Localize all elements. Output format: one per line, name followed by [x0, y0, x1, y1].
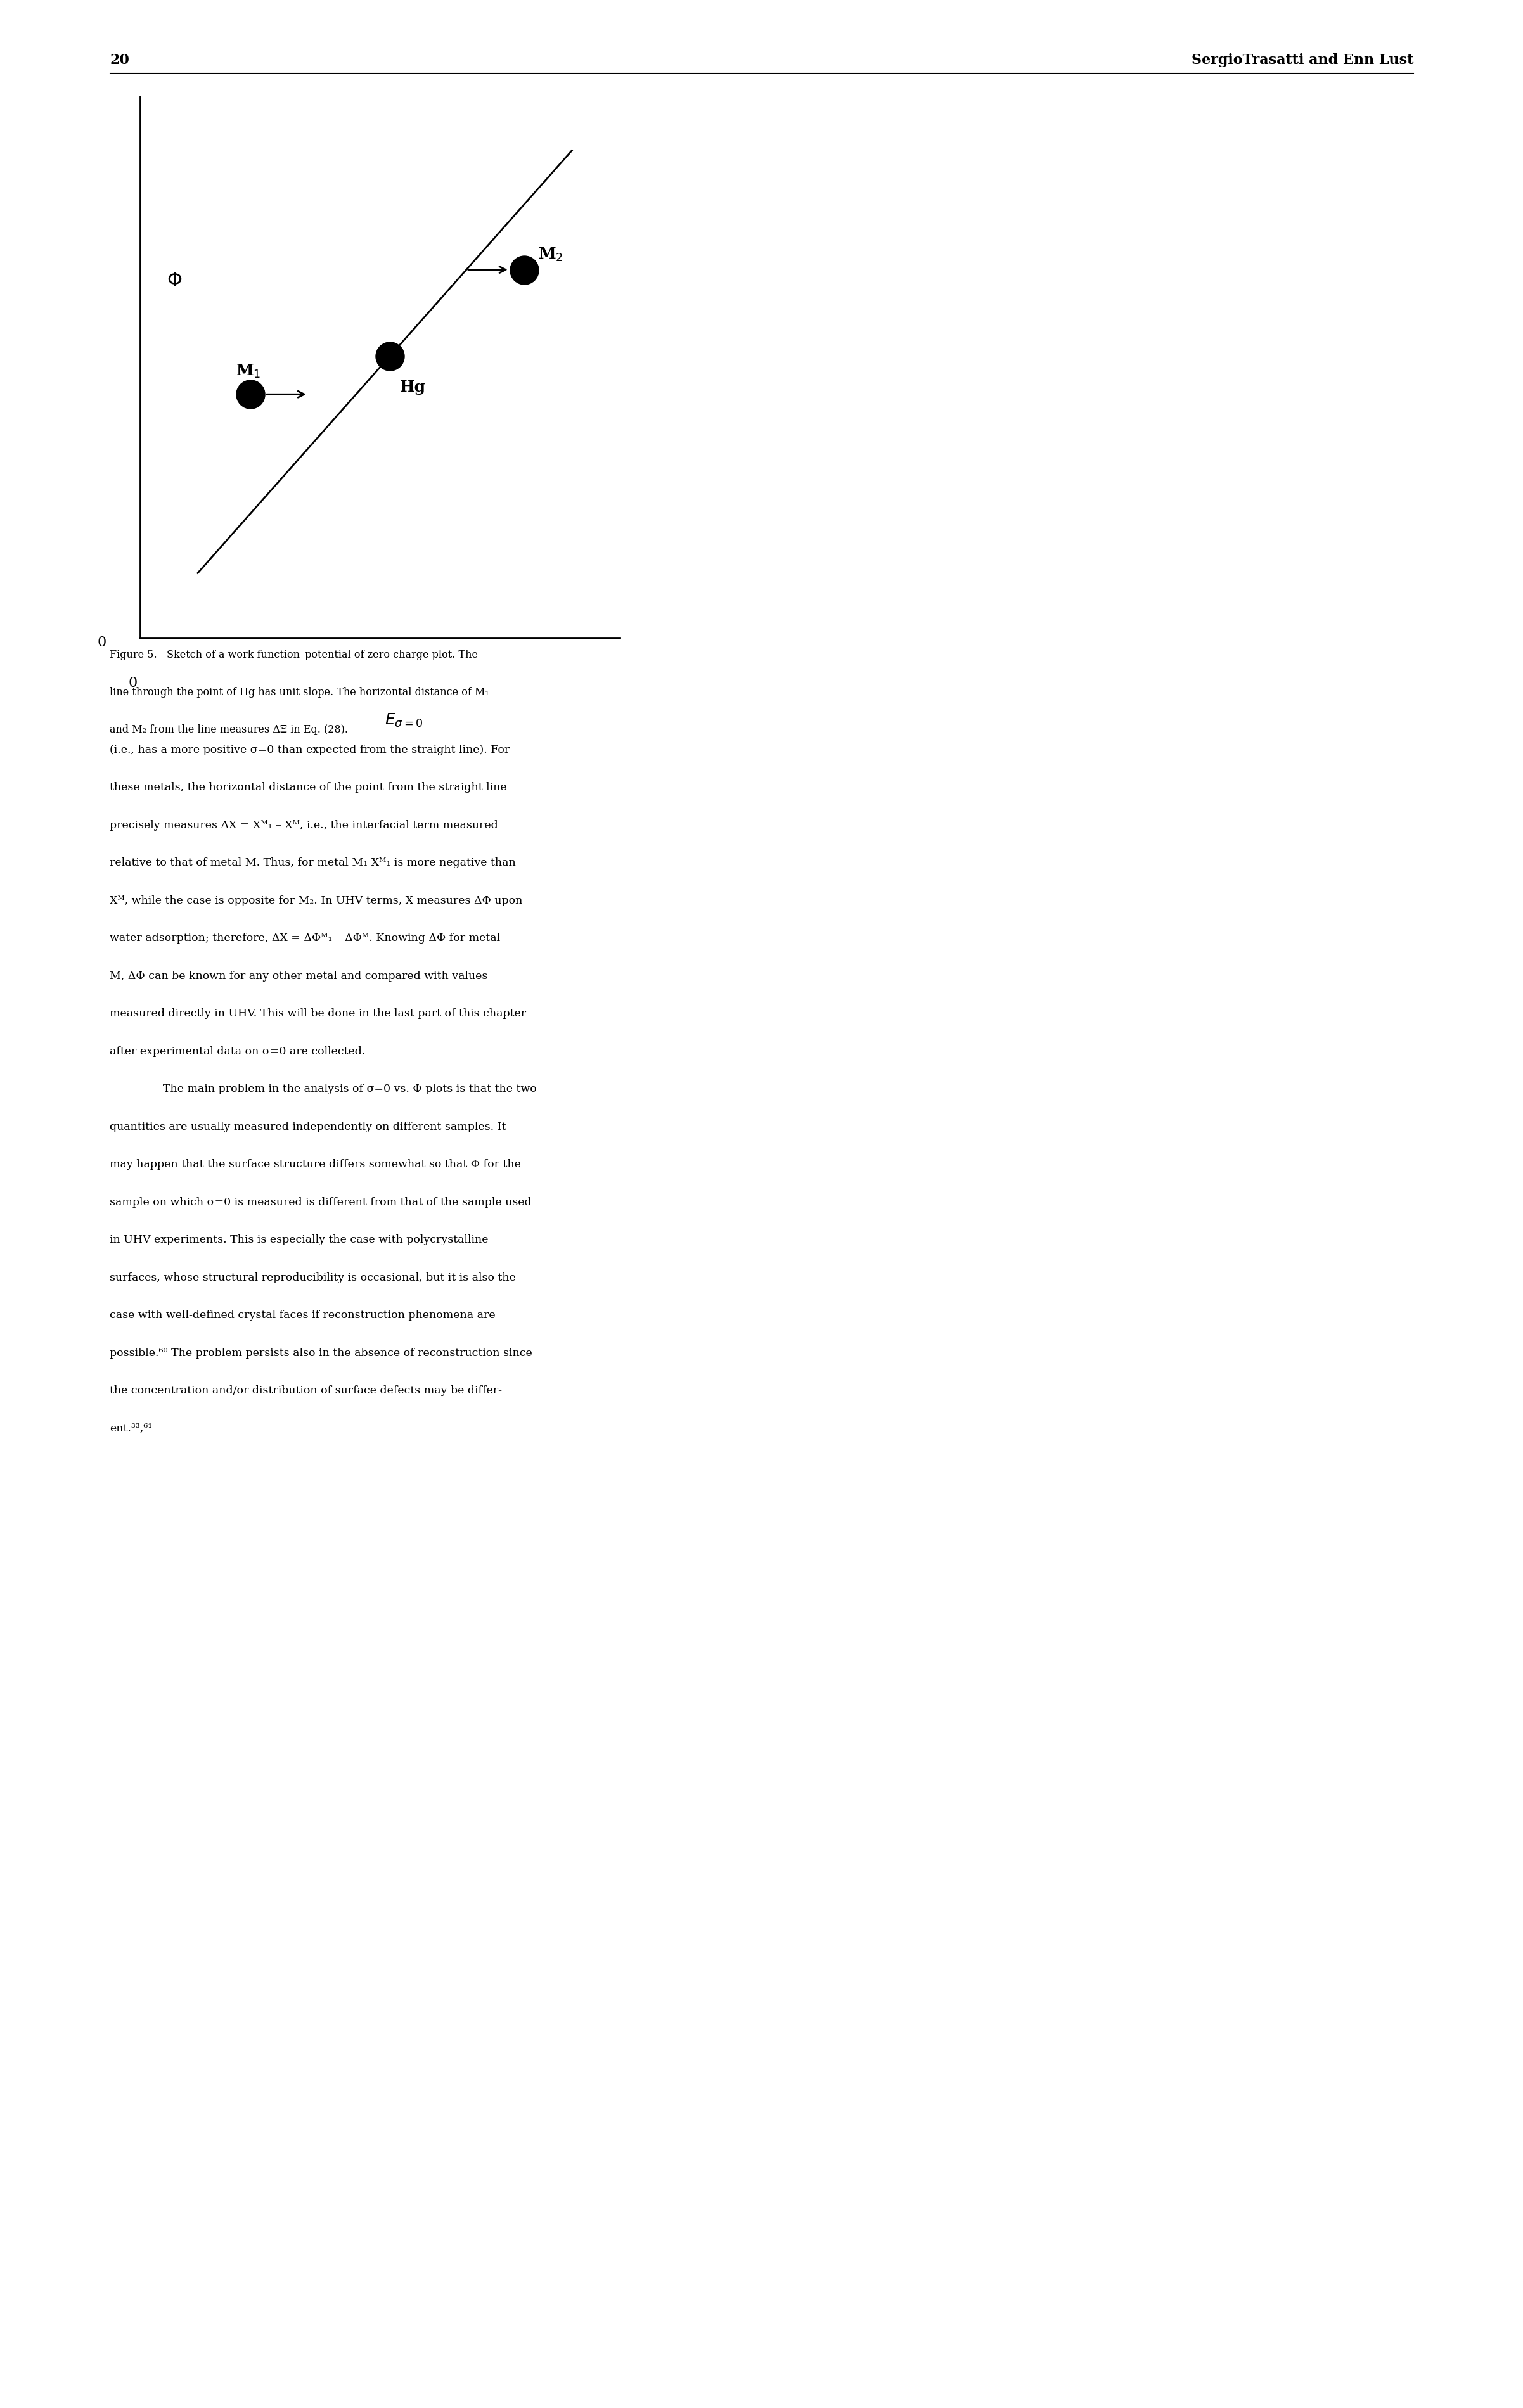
Text: Xᴹ, while the case is opposite for Μ₂. In UHV terms, X measures ΔΦ upon: Xᴹ, while the case is opposite for Μ₂. I…	[110, 896, 522, 905]
Point	[512, 250, 536, 289]
Point	[378, 337, 402, 376]
Text: the concentration and/or distribution of surface defects may be differ-: the concentration and/or distribution of…	[110, 1385, 503, 1397]
Text: (i.e., has a more positive σ=0 than expected from the straight line). For: (i.e., has a more positive σ=0 than expe…	[110, 744, 510, 756]
Text: after experimental data on σ=0 are collected.: after experimental data on σ=0 are colle…	[110, 1045, 366, 1057]
Point	[238, 376, 262, 414]
Text: in UHV experiments. This is especially the case with polycrystalline: in UHV experiments. This is especially t…	[110, 1235, 489, 1245]
Text: SergioTrasatti and Enn Lust: SergioTrasatti and Enn Lust	[1191, 53, 1413, 67]
Text: precisely measures ΔX = Xᴹ₁ – Xᴹ, i.e., the interfacial term measured: precisely measures ΔX = Xᴹ₁ – Xᴹ, i.e., …	[110, 821, 498, 831]
Text: measured directly in UHV. This will be done in the last part of this chapter: measured directly in UHV. This will be d…	[110, 1009, 525, 1019]
Text: these metals, the horizontal distance of the point from the straight line: these metals, the horizontal distance of…	[110, 783, 507, 792]
Text: relative to that of metal M. Thus, for metal Μ₁ Xᴹ₁ is more negative than: relative to that of metal M. Thus, for m…	[110, 857, 516, 869]
Text: 0: 0	[128, 677, 137, 691]
Text: quantities are usually measured independently on different samples. It: quantities are usually measured independ…	[110, 1122, 506, 1132]
Text: $E_{\sigma=0}$: $E_{\sigma=0}$	[385, 713, 423, 730]
Text: may happen that the surface structure differs somewhat so that Φ for the: may happen that the surface structure di…	[110, 1158, 521, 1170]
Text: M$_2$: M$_2$	[538, 246, 564, 262]
Text: M, ΔΦ can be known for any other metal and compared with values: M, ΔΦ can be known for any other metal a…	[110, 970, 487, 982]
Text: sample on which σ=0 is measured is different from that of the sample used: sample on which σ=0 is measured is diffe…	[110, 1197, 532, 1206]
Text: line through the point of Hg has unit slope. The horizontal distance of Μ₁: line through the point of Hg has unit sl…	[110, 686, 489, 698]
Text: ent.³³,⁶¹: ent.³³,⁶¹	[110, 1423, 152, 1433]
Text: water adsorption; therefore, ΔX = ΔΦᴹ₁ – ΔΦᴹ. Knowing ΔΦ for metal: water adsorption; therefore, ΔX = ΔΦᴹ₁ –…	[110, 932, 500, 944]
Text: case with well-defined crystal faces if reconstruction phenomena are: case with well-defined crystal faces if …	[110, 1310, 495, 1320]
Text: surfaces, whose structural reproducibility is occasional, but it is also the: surfaces, whose structural reproducibili…	[110, 1271, 516, 1283]
Text: The main problem in the analysis of σ=0 vs. Φ plots is that the two: The main problem in the analysis of σ=0 …	[163, 1084, 536, 1096]
Text: possible.⁶⁰ The problem persists also in the absence of reconstruction since: possible.⁶⁰ The problem persists also in…	[110, 1348, 532, 1358]
Text: M$_1$: M$_1$	[236, 364, 260, 380]
Text: Figure 5.   Sketch of a work function–potential of zero charge plot. The: Figure 5. Sketch of a work function–pote…	[110, 650, 478, 660]
Text: 0: 0	[97, 636, 107, 650]
Text: 20: 20	[110, 53, 129, 67]
Text: Hg: Hg	[401, 380, 426, 395]
Text: $\Phi$: $\Phi$	[166, 270, 181, 291]
Text: and Μ₂ from the line measures ΔΞ in Eq. (28).: and Μ₂ from the line measures ΔΞ in Eq. …	[110, 725, 347, 734]
